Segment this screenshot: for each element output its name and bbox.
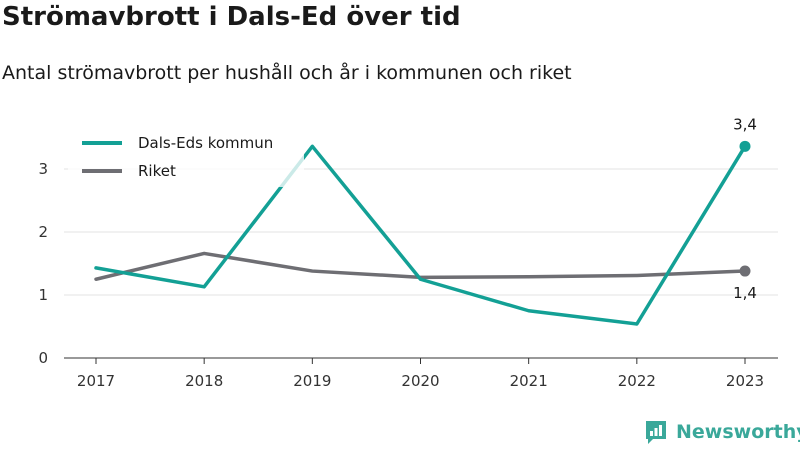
data-label-riket: 1,4 — [733, 284, 757, 302]
x-tick-label: 2021 — [510, 372, 548, 390]
legend-background — [68, 127, 304, 187]
y-tick-label: 2 — [38, 223, 48, 241]
chart-title: Strömavbrott i Dals-Ed över tid — [2, 2, 461, 32]
brand: Newsworthy — [644, 419, 800, 445]
x-tick-label: 2017 — [77, 372, 115, 390]
y-tick-label: 3 — [38, 160, 48, 178]
newsworthy-logo-icon — [646, 421, 666, 444]
y-tick-label: 1 — [38, 286, 48, 304]
legend-label: Dals-Eds kommun — [138, 134, 273, 152]
x-tick-label: 2023 — [726, 372, 764, 390]
series-line-riket — [94, 251, 747, 281]
series-end-point-dals-eds-kommun — [739, 140, 751, 152]
line-chart: 0 1 2 3 2017 2018 2019 2020 2021 2022 2023 3,4 1,4 Da… — [38, 115, 778, 390]
legend-label: Riket — [138, 162, 176, 180]
chart-subtitle: Antal strömavbrott per hushåll och år i … — [2, 62, 572, 84]
data-label-dals-eds-kommun: 3,4 — [733, 115, 757, 133]
x-tick-label: 2019 — [293, 372, 331, 390]
series-end-point-riket — [739, 265, 751, 277]
series-line-dals-eds-kommun — [94, 144, 747, 326]
x-tick-label: 2020 — [401, 372, 439, 390]
y-tick-label: 0 — [38, 349, 48, 367]
x-tick-label: 2018 — [185, 372, 223, 390]
brand-name: Newsworthy — [676, 421, 800, 443]
x-tick-label: 2022 — [618, 372, 656, 390]
